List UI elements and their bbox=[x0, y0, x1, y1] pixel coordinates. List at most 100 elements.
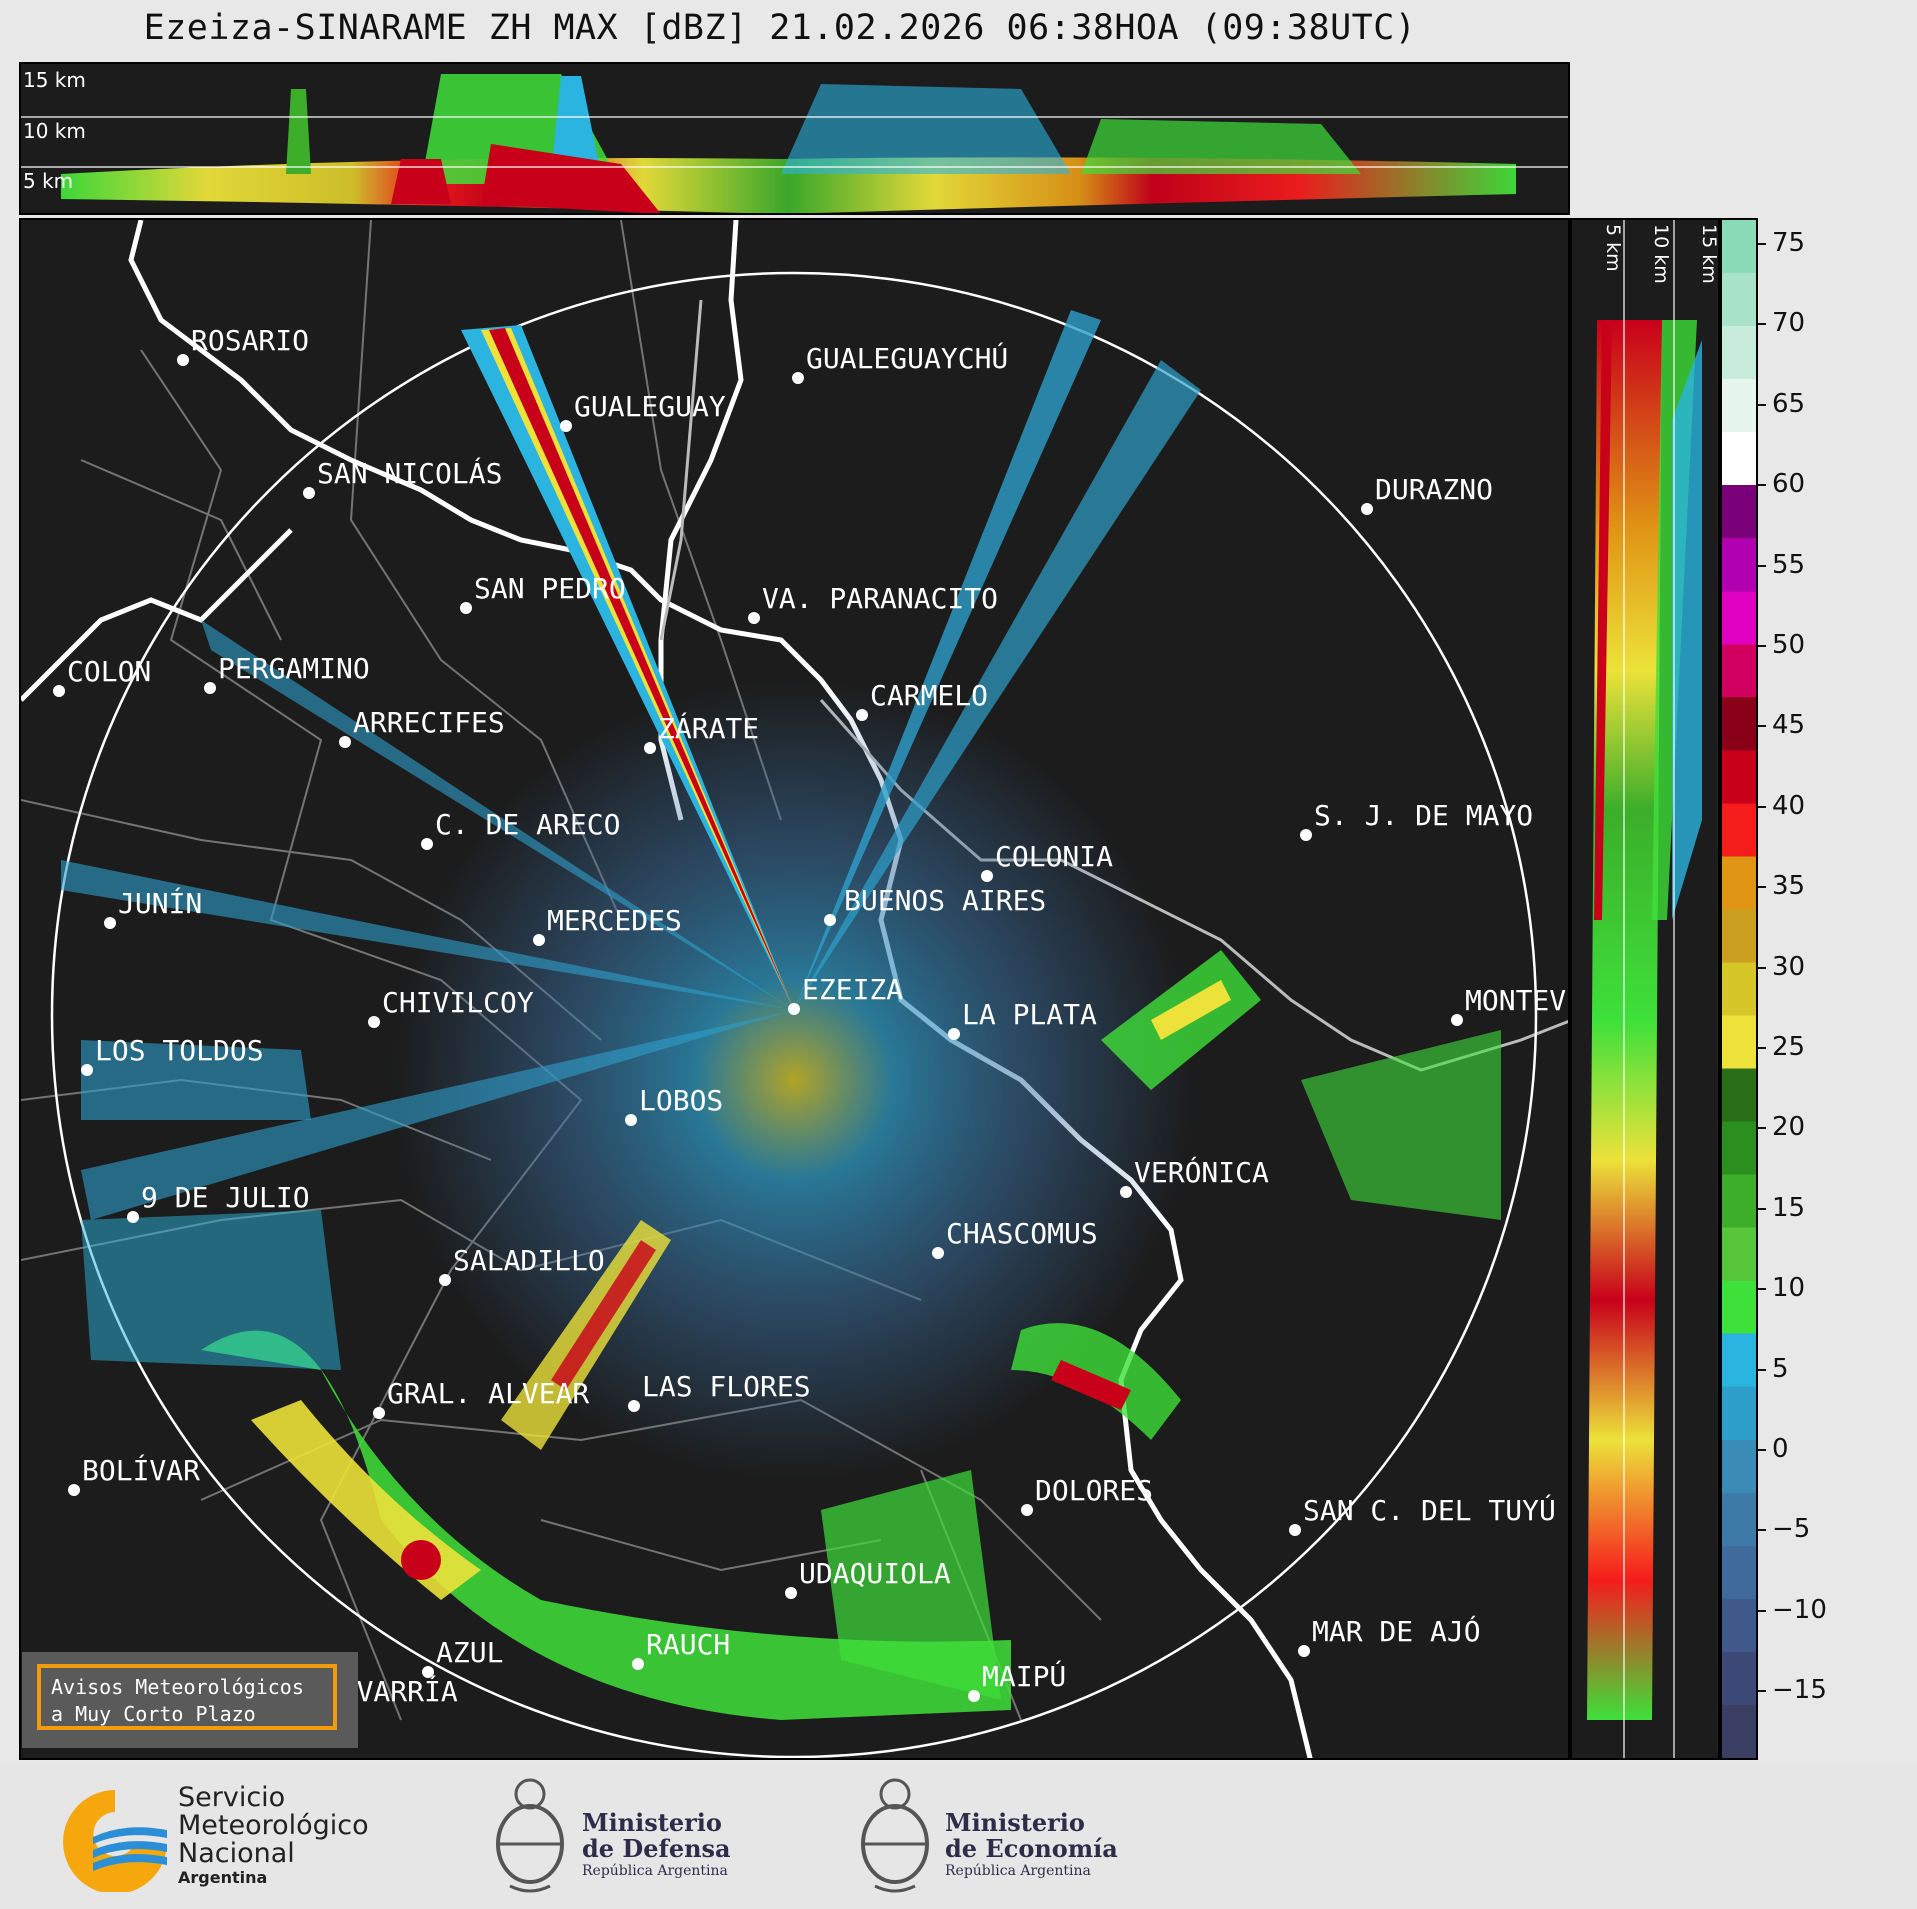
city-label-bolivar: BOLÍVAR bbox=[82, 1453, 200, 1487]
city-dot-colonia bbox=[981, 870, 993, 882]
city-dot-gral-alvear bbox=[373, 1407, 385, 1419]
city-label-va-paranacito: VA. PARANACITO bbox=[762, 582, 998, 615]
height-label-15km: 15 km bbox=[23, 68, 86, 92]
side-height-label-15km: 15 km bbox=[1698, 224, 1720, 284]
height-label-10km: 10 km bbox=[23, 119, 86, 143]
argentina-coat-of-arms-icon bbox=[496, 1778, 564, 1893]
city-label-montevideo: MONTEV bbox=[1465, 984, 1566, 1017]
city-label-la-plata: LA PLATA bbox=[962, 998, 1097, 1031]
city-label-ezeiza: EZEIZA bbox=[802, 973, 903, 1006]
radar-map: ROSARIO GUALEGUAYCHÚ GUALEGUAY SAN NICOL… bbox=[21, 220, 1568, 1758]
city-label-9-de-julio: 9 DE JULIO bbox=[141, 1181, 310, 1214]
city-label-san-c-del-tuyu: SAN C. DEL TUYÚ bbox=[1303, 1493, 1556, 1527]
city-label-arrecifes: ARRECIFES bbox=[353, 706, 505, 739]
aviso-line-2: a Muy Corto Plazo bbox=[51, 1702, 256, 1726]
economia-logo-text: Ministerio de Economía República Argenti… bbox=[945, 1810, 1118, 1880]
page-title: Ezeiza-SINARAME ZH MAX [dBZ] 21.02.2026 … bbox=[143, 8, 1417, 48]
city-label-san-pedro: SAN PEDRO bbox=[474, 572, 626, 605]
city-dot-buenos-aires bbox=[824, 914, 836, 926]
city-dot-c-de-areco bbox=[421, 838, 433, 850]
side-cross-section-echo bbox=[1587, 220, 1702, 1758]
city-dot-chascomus bbox=[932, 1247, 944, 1259]
city-label-mercedes: MERCEDES bbox=[547, 904, 682, 937]
city-label-veronica: VERÓNICA bbox=[1134, 1155, 1269, 1189]
city-dot-la-plata bbox=[948, 1028, 960, 1040]
defensa-line-3: República Argentina bbox=[582, 1863, 728, 1879]
economia-line-1: Ministerio bbox=[945, 1808, 1085, 1837]
city-label-buenos-aires: BUENOS AIRES bbox=[844, 884, 1046, 917]
smn-logo-text: Servicio Meteorológico Nacional Argentin… bbox=[178, 1784, 369, 1888]
city-dot-dolores bbox=[1021, 1504, 1033, 1516]
city-dot-mar-de-ajo bbox=[1298, 1645, 1310, 1657]
height-label-5km: 5 km bbox=[23, 169, 74, 193]
city-dot-colon bbox=[53, 685, 65, 697]
economia-line-3: República Argentina bbox=[945, 1863, 1091, 1879]
city-dot-san-c-del-tuyu bbox=[1289, 1524, 1301, 1536]
city-label-gualeguay: GUALEGUAY bbox=[574, 390, 726, 423]
city-label-las-flores: LAS FLORES bbox=[642, 1370, 811, 1403]
smn-line-2: Meteorológico bbox=[178, 1810, 369, 1841]
city-dot-va-paranacito bbox=[748, 612, 760, 624]
city-dot-gualeguay bbox=[560, 420, 572, 432]
smn-line-3: Nacional bbox=[178, 1838, 295, 1869]
city-label-c-de-areco: C. DE ARECO bbox=[435, 808, 620, 841]
radar-echoes bbox=[61, 310, 1501, 1720]
city-label-gualeguaychu: GUALEGUAYCHÚ bbox=[806, 341, 1008, 375]
city-dot-azul bbox=[422, 1666, 434, 1678]
city-label-san-nicolas: SAN NICOLÁS bbox=[317, 456, 502, 490]
smn-logo-icon bbox=[63, 1790, 167, 1892]
city-label-junin: JUNÍN bbox=[118, 886, 202, 920]
city-dot-udaquiola bbox=[785, 1587, 797, 1599]
city-label-maipu: MAIPÚ bbox=[982, 1659, 1066, 1693]
radar-map-panel[interactable]: ROSARIO GUALEGUAYCHÚ GUALEGUAY SAN NICOL… bbox=[19, 218, 1570, 1760]
side-height-label-10km: 10 km bbox=[1650, 224, 1672, 284]
city-dot-rosario bbox=[177, 354, 189, 366]
city-label-lobos: LOBOS bbox=[639, 1084, 723, 1117]
city-dot-gualeguaychu bbox=[792, 372, 804, 384]
city-dot-san-pedro bbox=[460, 602, 472, 614]
defensa-line-2: de Defensa bbox=[582, 1834, 731, 1863]
city-label-rauch: RAUCH bbox=[646, 1628, 730, 1661]
city-dot-los-toldos bbox=[81, 1064, 93, 1076]
city-dot-rauch bbox=[632, 1658, 644, 1670]
city-dot-montevideo bbox=[1451, 1014, 1463, 1026]
dbz-colorbar bbox=[1720, 218, 1758, 1760]
economia-line-2: de Economía bbox=[945, 1834, 1118, 1863]
city-label-colon: COLON bbox=[67, 655, 151, 688]
aviso-badge[interactable]: Avisos Meteorológicos a Muy Corto Plazo bbox=[22, 1652, 358, 1748]
city-label-udaquiola: UDAQUIOLA bbox=[799, 1557, 951, 1590]
city-dot-san-nicolas bbox=[303, 487, 315, 499]
city-label-los-toldos: LOS TOLDOS bbox=[95, 1034, 264, 1067]
city-dot-bolivar bbox=[68, 1484, 80, 1496]
city-dot-junin bbox=[104, 917, 116, 929]
city-dot-9-de-julio bbox=[127, 1211, 139, 1223]
city-label-chivilcoy: CHIVILCOY bbox=[382, 986, 534, 1019]
city-label-gral-alvear: GRAL. ALVEAR bbox=[387, 1377, 589, 1410]
defensa-line-1: Ministerio bbox=[582, 1808, 722, 1837]
city-label-chascomus: CHASCOMUS bbox=[946, 1217, 1098, 1250]
city-dot-zarate bbox=[644, 742, 656, 754]
city-dot-carmelo bbox=[856, 709, 868, 721]
city-label-azul: AZUL bbox=[436, 1636, 503, 1669]
city-dot-maipu bbox=[968, 1690, 980, 1702]
city-label-zarate: ZÁRATE bbox=[658, 711, 759, 745]
city-dot-veronica bbox=[1120, 1186, 1132, 1198]
city-labels: ROSARIO GUALEGUAYCHÚ GUALEGUAY SAN NICOL… bbox=[67, 324, 1566, 1708]
footer: Servicio Meteorológico Nacional Argentin… bbox=[0, 1762, 1917, 1909]
city-dot-sj-de-mayo bbox=[1300, 829, 1312, 841]
city-dot-pergamino bbox=[204, 682, 216, 694]
city-dot-mercedes bbox=[533, 934, 545, 946]
aviso-line-1: Avisos Meteorológicos bbox=[51, 1675, 304, 1699]
city-label-pergamino: PERGAMINO bbox=[218, 652, 370, 685]
city-label-colonia: COLONIA bbox=[995, 840, 1113, 873]
city-dot-durazno bbox=[1361, 503, 1373, 515]
range-ring bbox=[50, 271, 1538, 1758]
side-height-label-5km: 5 km bbox=[1602, 224, 1624, 272]
city-label-saladillo: SALADILLO bbox=[453, 1244, 605, 1277]
side-cross-section-panel: 5 km 10 km 15 km bbox=[1570, 218, 1720, 1760]
city-label-dolores: DOLORES bbox=[1035, 1474, 1153, 1507]
city-dot-saladillo bbox=[439, 1274, 451, 1286]
city-label-rosario: ROSARIO bbox=[191, 324, 309, 357]
city-label-sj-de-mayo: S. J. DE MAYO bbox=[1314, 799, 1533, 832]
smn-line-4: Argentina bbox=[178, 1868, 268, 1887]
